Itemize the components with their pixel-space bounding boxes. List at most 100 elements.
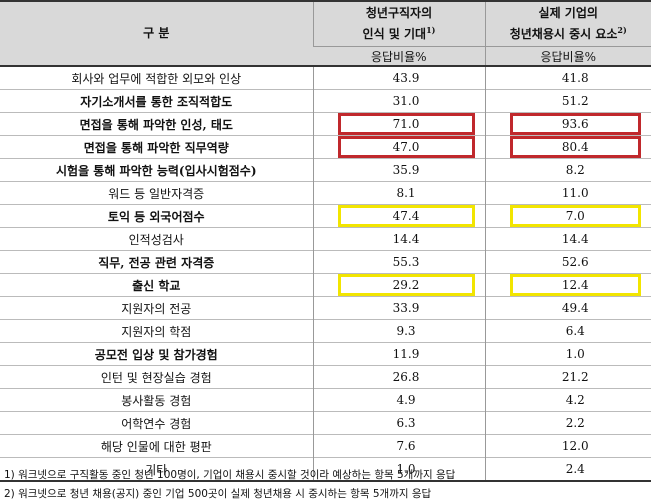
footnote-marker: 2) [617,25,627,35]
row-label: 토익 등 외국어점수 [0,204,313,228]
value-cell: 55.3 [312,250,485,274]
value: 43.9 [392,71,420,85]
value-cell: 7.6 [312,434,485,458]
value: 35.9 [392,163,420,177]
value: 29.2 [337,274,475,296]
table-row: 인턴 및 현장실습 경험 26.8 21.2 [0,365,651,389]
value-cell: 6.4 [484,319,651,343]
column-header: 실제 기업의 청년채용시 중시 요소2) [484,1,651,47]
value-cell: 11.9 [312,342,485,366]
row-label: 어학연수 경험 [0,411,313,435]
value: 31.0 [392,94,420,108]
value: 11.0 [561,186,589,200]
value: 12.4 [509,274,641,296]
table-row: 자기소개서를 통한 조직적합도 31.0 51.2 [0,89,651,113]
row-label: 기타 [0,457,313,481]
table-row: 시험을 통해 파악한 능력(입사시험점수) 35.9 8.2 [0,158,651,182]
value: 1.0 [565,347,585,361]
value-cell: 8.2 [484,158,651,182]
table-row: 회사와 업무에 적합한 외모와 인상 43.9 41.8 [0,65,651,90]
value: 93.6 [509,113,641,135]
unit-header: 응답비율% [484,46,651,66]
row-label: 인적성검사 [0,227,313,251]
value-cell: 12.0 [484,434,651,458]
row-label: 공모전 입상 및 참가경험 [0,342,313,366]
table-row: 지원자의 학점 9.3 6.4 [0,319,651,343]
value: 8.1 [396,186,416,200]
table-row: 해당 인물에 대한 평판 7.6 12.0 [0,434,651,458]
value-cell: 2.4 [484,457,651,481]
header-line: 청년구직자의 [365,6,433,20]
value: 9.3 [396,324,416,338]
value: 47.0 [337,136,475,158]
footnote: 2) 워크넷으로 청년 채용(공지) 중인 기업 500곳이 실제 청년채용 시… [4,488,432,500]
table-row: 공모전 입상 및 참가경험 11.9 1.0 [0,342,651,366]
table-row: 어학연수 경험 6.3 2.2 [0,411,651,435]
value-cell: 7.0 [484,204,651,228]
value-cell: 26.8 [312,365,485,389]
value: 2.2 [565,416,585,430]
value-cell: 52.6 [484,250,651,274]
row-label: 봉사활동 경험 [0,388,313,412]
value: 7.6 [396,439,416,453]
value-cell: 49.4 [484,296,651,320]
value: 4.2 [565,393,585,407]
row-label: 출신 학교 [0,273,313,297]
value: 51.2 [561,94,589,108]
value: 21.2 [561,370,589,384]
value-cell: 1.0 [484,342,651,366]
value: 1.0 [396,462,416,476]
table-row: 면접을 통해 파악한 인성, 태도 71.0 93.6 [0,112,651,136]
value-cell: 21.2 [484,365,651,389]
value: 2.4 [565,462,585,476]
value: 80.4 [509,136,641,158]
value-cell: 80.4 [484,135,651,159]
value-cell: 41.8 [484,65,651,90]
row-label: 회사와 업무에 적합한 외모와 인상 [0,65,313,90]
value-cell: 4.9 [312,388,485,412]
header-line: 실제 기업의 [538,6,598,20]
table-row: 출신 학교 29.2 12.4 [0,273,651,297]
value-cell: 29.2 [312,273,485,297]
value: 14.4 [561,232,589,246]
value-cell: 47.4 [312,204,485,228]
value: 6.3 [396,416,416,430]
table-row: 직무, 전공 관련 자격증 55.3 52.6 [0,250,651,274]
value-cell: 4.2 [484,388,651,412]
value-cell: 35.9 [312,158,485,182]
footnote-marker: 1) [426,25,436,35]
table-row: 인적성검사 14.4 14.4 [0,227,651,251]
table-body: 회사와 업무에 적합한 외모와 인상 43.9 41.8 자기소개서를 통한 조직적합… [0,65,651,481]
value-cell: 93.6 [484,112,651,136]
table-row: 토익 등 외국어점수 47.4 7.0 [0,204,651,228]
row-label: 지원자의 학점 [0,319,313,343]
value: 52.6 [561,255,589,269]
table-row: 지원자의 전공 33.9 49.4 [0,296,651,320]
row-label: 지원자의 전공 [0,296,313,320]
footnote: 1) 워크넷으로 구직활동 중인 청년 100명이, 기업이 채용시 중시할 것… [4,469,456,481]
value: 55.3 [392,255,420,269]
value-cell: 11.0 [484,181,651,205]
value: 33.9 [392,301,420,315]
value-cell: 47.0 [312,135,485,159]
table-row: 봉사활동 경험 4.9 4.2 [0,388,651,412]
row-label: 해당 인물에 대한 평판 [0,434,313,458]
row-label: 워드 등 일반자격증 [0,181,313,205]
value-cell: 6.3 [312,411,485,435]
value: 12.0 [561,439,589,453]
unit-header: 응답비율% [313,46,485,66]
data-table: 구 분 청년구직자의 인식 및 기대1) 실제 기업의 청년채용시 중시 요소2) … [0,0,651,482]
value: 14.4 [392,232,420,246]
value-cell: 14.4 [484,227,651,251]
value: 41.8 [561,71,589,85]
row-label: 자기소개서를 통한 조직적합도 [0,89,313,113]
value-cell: 14.4 [312,227,485,251]
value: 8.2 [565,163,585,177]
value: 4.9 [396,393,416,407]
table-row: 면접을 통해 파악한 직무역량 47.0 80.4 [0,135,651,159]
value-cell: 51.2 [484,89,651,113]
category-header: 구 분 [0,1,313,66]
value: 11.9 [392,347,420,361]
value-cell: 12.4 [484,273,651,297]
